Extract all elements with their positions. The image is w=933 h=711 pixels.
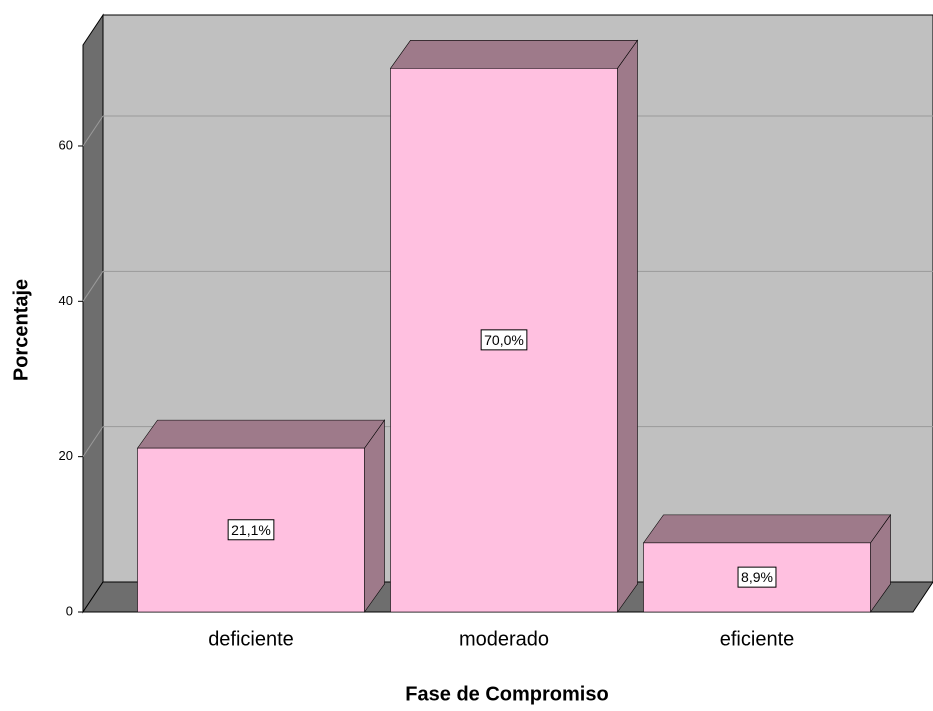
grid-line bbox=[82, 115, 104, 147]
y-tick-label: 20 bbox=[59, 448, 73, 463]
bar-top bbox=[389, 40, 639, 69]
value-label-box bbox=[227, 519, 275, 541]
value-label-box bbox=[480, 329, 528, 351]
y-tick-label: 0 bbox=[66, 603, 73, 618]
x-tick-label: deficiente bbox=[208, 628, 294, 650]
x-axis-title: Fase de Compromiso bbox=[405, 683, 608, 705]
value-label: 70,0% bbox=[484, 332, 524, 348]
value-label: 8,9% bbox=[741, 569, 773, 585]
grid-line bbox=[82, 271, 104, 302]
y-tick-label: 60 bbox=[59, 137, 73, 152]
value-label: 21,1% bbox=[231, 522, 271, 538]
x-tick-label: eficiente bbox=[720, 628, 795, 650]
bar-top bbox=[136, 419, 386, 449]
bar-side bbox=[364, 419, 385, 613]
bar-side bbox=[617, 39, 638, 613]
value-label-box bbox=[737, 566, 777, 588]
x-tick-label: moderado bbox=[459, 628, 549, 650]
y-axis-title: Porcentaje bbox=[10, 279, 32, 381]
bar-top bbox=[642, 514, 892, 544]
left-wall bbox=[82, 13, 104, 614]
grid-line bbox=[82, 426, 104, 457]
y-tick-label: 40 bbox=[59, 293, 73, 308]
